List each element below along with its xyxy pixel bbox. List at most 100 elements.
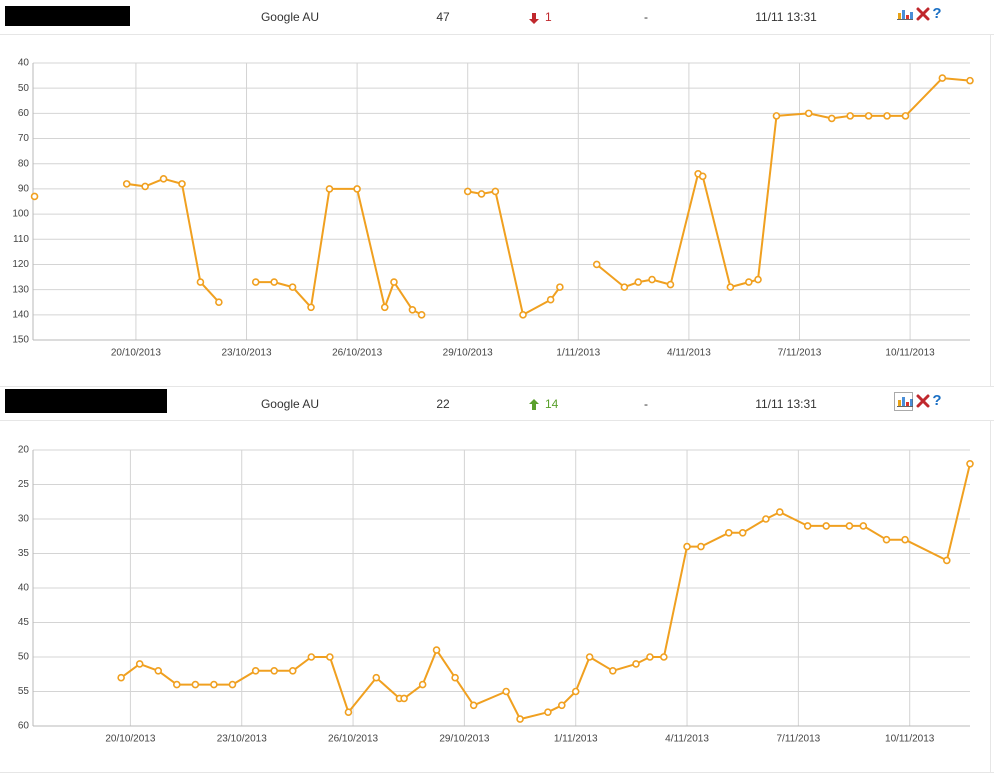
rank-point [646, 653, 654, 661]
y-tick-label: 70 [18, 133, 30, 144]
chart-icon-bar [906, 402, 909, 406]
rank-point [745, 278, 753, 286]
delete-icon[interactable] [916, 394, 930, 408]
y-tick-label: 60 [18, 721, 30, 732]
rank-point [477, 190, 486, 198]
rank-change: 1 [545, 10, 552, 24]
y-tick-label: 60 [18, 108, 30, 119]
rank-point [634, 278, 643, 286]
y-tick-label: 20 [18, 445, 30, 456]
x-tick-label: 7/11/2013 [778, 348, 822, 359]
rank-point [762, 515, 770, 523]
rank-point [859, 522, 868, 530]
rank-point [418, 680, 427, 689]
rank-point [943, 556, 951, 565]
rank-point [326, 653, 334, 661]
y-tick-label: 110 [13, 234, 29, 245]
help-icon[interactable]: ? [932, 5, 941, 22]
last-updated: 11/11 13:31 [755, 10, 817, 24]
rank-point [353, 185, 361, 193]
chart-icon-bar [902, 10, 905, 19]
search-engine: Google AU [261, 10, 319, 24]
y-tick-label: 40 [18, 583, 30, 594]
rank-line [126, 77, 971, 316]
rank-point [660, 653, 668, 661]
y-tick-label: 150 [12, 335, 29, 346]
rank-point [632, 660, 640, 668]
rank-point [307, 653, 316, 661]
y-tick-label: 80 [18, 158, 30, 169]
rank-point [288, 666, 297, 675]
rank-point [724, 528, 733, 537]
y-tick-label: 30 [18, 514, 30, 525]
rank-point [191, 680, 200, 689]
x-tick-label: 26/10/2013 [328, 734, 378, 745]
rank-point [135, 660, 144, 668]
rank-point [966, 76, 974, 85]
rank-point [804, 109, 813, 118]
y-tick-label: 40 [18, 58, 30, 69]
rank-point [558, 701, 566, 710]
arrow-down [529, 13, 539, 24]
rank-point [864, 112, 873, 120]
y-tick-label: 50 [18, 83, 30, 94]
x-tick-label: 26/10/2013 [332, 348, 382, 359]
rank-point [585, 653, 594, 661]
rank-point [726, 283, 735, 291]
rank-point [215, 298, 223, 307]
y-tick-label: 130 [12, 284, 29, 295]
rank-point [344, 708, 353, 717]
redacted-keyword [5, 389, 167, 413]
rank-point [469, 701, 478, 710]
rank-point [592, 260, 601, 269]
x-tick-label: 4/11/2013 [665, 734, 709, 745]
x-tick-label: 29/10/2013 [439, 734, 489, 745]
rank-point [772, 112, 781, 120]
x-tick-label: 1/11/2013 [554, 734, 598, 745]
arrow-up [529, 399, 539, 410]
rank-point [827, 114, 836, 123]
rank-point [776, 508, 784, 516]
delete-icon-cross [916, 394, 930, 408]
help-icon[interactable]: ? [932, 392, 941, 409]
y-tick-label: 120 [12, 259, 29, 270]
chart-icon-bar [910, 12, 913, 19]
rank-point [502, 687, 510, 696]
rank-point [683, 542, 691, 551]
rank-point [463, 187, 472, 196]
rank-point [325, 185, 334, 193]
rank-line [120, 463, 971, 721]
rank-point [609, 666, 617, 675]
rank-point [938, 74, 947, 82]
y-tick-label: 45 [18, 617, 30, 628]
y-tick-label: 25 [18, 479, 30, 490]
y-tick-label: 90 [18, 184, 30, 195]
x-tick-label: 23/10/2013 [217, 734, 267, 745]
rank-point [697, 542, 705, 551]
chart-icon-bar [898, 400, 901, 406]
chart-icon[interactable] [897, 397, 913, 407]
rank-point [901, 112, 910, 120]
rank-point [400, 694, 408, 703]
rank-point [698, 172, 707, 181]
rank-point [901, 535, 909, 544]
rank: 22 [436, 397, 450, 411]
row-actions: ? [897, 5, 942, 22]
rank-point [417, 311, 426, 319]
rank-point [270, 278, 278, 286]
chart-icon-bar [898, 13, 901, 19]
y-tick-label: 100 [12, 209, 29, 220]
rank-point [380, 303, 389, 312]
rank-point [754, 275, 762, 284]
y-tick-label: 140 [12, 309, 29, 320]
x-tick-label: 1/11/2013 [556, 348, 600, 359]
rank-point [172, 680, 181, 689]
delete-icon[interactable] [916, 7, 930, 21]
rank: 47 [436, 10, 450, 24]
rank-point [648, 275, 656, 284]
chart-icon-bar [910, 399, 913, 406]
rank-point [738, 528, 747, 537]
chart-icon[interactable] [897, 10, 913, 20]
